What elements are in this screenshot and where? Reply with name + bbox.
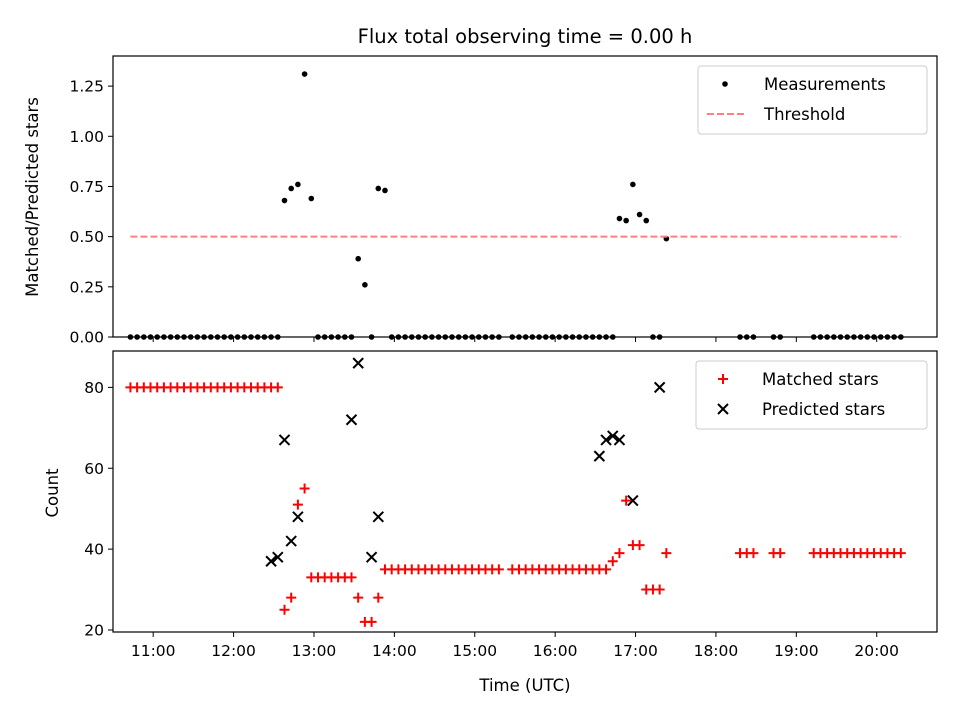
bottom-series-predicted-stars bbox=[265, 357, 666, 567]
predicted-star-point bbox=[372, 511, 384, 523]
measurement-point bbox=[295, 181, 301, 188]
matched-star-point bbox=[634, 540, 645, 551]
predicted-star-point bbox=[365, 551, 378, 563]
matched-star-point bbox=[279, 604, 290, 615]
legend-measurement-swatch bbox=[722, 81, 728, 87]
measurement-point bbox=[616, 215, 623, 222]
top-y-axis-label: Matched/Predicted stars bbox=[23, 97, 42, 297]
top-plot-frame bbox=[112, 55, 938, 338]
x-tick-label: 11:00 bbox=[131, 642, 176, 660]
bottom-plot-area: 20 40 60 80 11:00 12:00 13:00 14:00 15:00 16:00 17… bbox=[84, 350, 938, 660]
matched-star-point bbox=[654, 584, 665, 595]
measurement-point bbox=[643, 217, 650, 224]
legend-predicted-swatch bbox=[717, 403, 729, 415]
bottom-y-tick-label: 20 bbox=[84, 621, 104, 639]
matched-star-point bbox=[286, 592, 297, 603]
top-legend: Measurements Threshold bbox=[697, 65, 928, 135]
predicted-star-point bbox=[607, 430, 619, 442]
predicted-star-point bbox=[272, 551, 284, 563]
top-y-tick-label: 1.25 bbox=[69, 78, 104, 96]
predicted-star-point bbox=[593, 450, 606, 462]
matched-star-point bbox=[373, 592, 384, 603]
bottom-series-matched-stars bbox=[125, 382, 906, 627]
x-tick-label: 16:00 bbox=[533, 642, 578, 660]
bottom-legend: Matched stars Predicted stars bbox=[695, 360, 928, 430]
x-tick-label: 20:00 bbox=[854, 642, 899, 660]
bottom-y-tick-label: 80 bbox=[84, 379, 104, 397]
matched-star-point bbox=[661, 548, 672, 559]
top-y-tick-label: 0.50 bbox=[69, 228, 104, 246]
matched-star-point bbox=[614, 548, 625, 559]
matched-star-point bbox=[292, 499, 303, 510]
bottom-legend-label: Predicted stars bbox=[762, 400, 885, 419]
x-axis-label: Time (UTC) bbox=[478, 676, 570, 695]
x-tick-label: 13:00 bbox=[292, 642, 337, 660]
bottom-y-axis-label: Count bbox=[43, 468, 62, 518]
matched-star-point bbox=[299, 483, 310, 494]
measurement-point bbox=[382, 187, 388, 194]
predicted-star-point bbox=[600, 434, 612, 446]
top-y-tick-label: 1.00 bbox=[69, 128, 104, 146]
top-legend-box bbox=[697, 65, 928, 135]
top-y-tick-label: 0.25 bbox=[69, 278, 104, 296]
bottom-y-tick-label: 60 bbox=[84, 460, 104, 478]
measurement-point bbox=[288, 185, 294, 192]
measurement-point bbox=[623, 217, 629, 224]
x-tick-label: 12:00 bbox=[211, 642, 256, 660]
top-y-tick-label: 0.00 bbox=[69, 329, 104, 347]
predicted-star-point bbox=[613, 434, 626, 446]
predicted-star-point bbox=[352, 357, 364, 369]
x-tick-label: 14:00 bbox=[372, 642, 417, 660]
predicted-star-point bbox=[292, 511, 304, 523]
top-y-tick-label: 0.75 bbox=[69, 178, 104, 196]
measurement-point bbox=[362, 282, 368, 288]
matched-star-point bbox=[621, 495, 632, 506]
x-tick-label: 19:00 bbox=[774, 642, 819, 660]
bottom-y-tick-label: 40 bbox=[84, 541, 104, 559]
measurement-point bbox=[355, 255, 361, 262]
matched-star-point bbox=[493, 564, 504, 575]
measurement-point bbox=[308, 195, 315, 202]
top-plot-area: 0.00 0.25 0.50 0.75 1.00 1.25 Measurements Thre… bbox=[69, 55, 938, 347]
matched-star-point bbox=[353, 592, 364, 603]
predicted-star-point bbox=[627, 494, 639, 507]
top-chart-title: Flux total observing time = 0.00 h bbox=[358, 25, 693, 48]
matched-star-point bbox=[272, 382, 283, 393]
top-legend-label: Measurements bbox=[764, 75, 886, 94]
predicted-star-point bbox=[653, 381, 666, 394]
legend-matched-swatch bbox=[718, 374, 728, 384]
measurement-point bbox=[301, 71, 308, 77]
top-legend-label: Threshold bbox=[763, 105, 845, 124]
bottom-legend-box bbox=[695, 360, 928, 430]
matched-star-point bbox=[895, 548, 906, 559]
predicted-star-point bbox=[345, 414, 358, 426]
measurement-point bbox=[281, 197, 288, 204]
bottom-legend-label: Matched stars bbox=[762, 370, 879, 389]
x-tick-label: 15:00 bbox=[452, 642, 497, 660]
x-tick-label: 18:00 bbox=[694, 642, 739, 660]
measurement-point bbox=[636, 211, 643, 218]
matched-star-point bbox=[366, 616, 377, 627]
predicted-star-point bbox=[278, 434, 291, 446]
predicted-star-point bbox=[285, 535, 297, 547]
matched-star-point bbox=[346, 572, 357, 583]
x-tick-label: 17:00 bbox=[613, 642, 658, 660]
matched-star-point bbox=[607, 556, 618, 567]
matched-star-point bbox=[748, 548, 759, 559]
bottom-plot-frame bbox=[112, 350, 938, 633]
measurement-point bbox=[630, 181, 636, 188]
matched-star-point bbox=[601, 564, 612, 575]
matched-star-point bbox=[775, 548, 786, 559]
measurement-point bbox=[375, 185, 382, 192]
predicted-star-point bbox=[265, 555, 277, 567]
